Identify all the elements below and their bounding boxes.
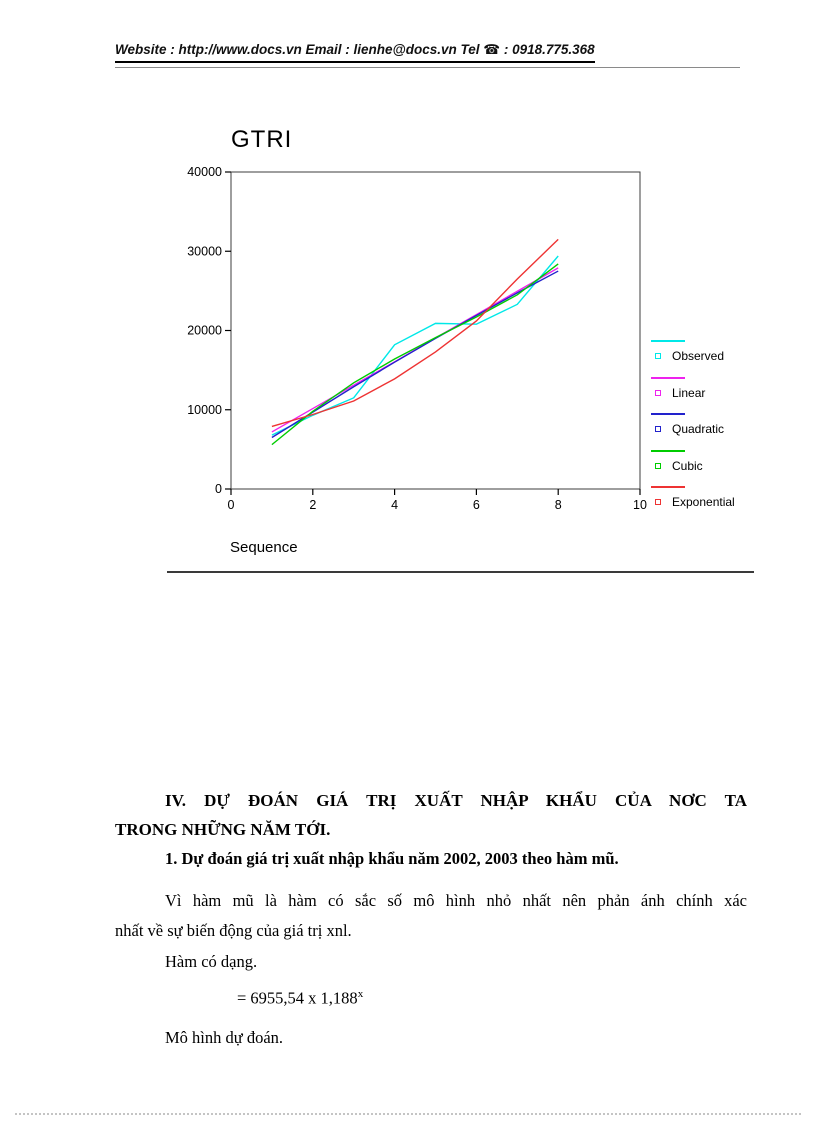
legend-label: Observed — [672, 349, 725, 363]
body-paragraph-line1: Vì hàm mũ là hàm có sắc số mô hình nhỏ n… — [165, 891, 747, 910]
chart-x-axis-label: Sequence — [230, 539, 298, 556]
x-tick-label: 0 — [228, 498, 235, 512]
legend-row: Exponential — [651, 495, 761, 509]
body-paragraph-line2: nhất về sự biến động của giá trị xnl. — [115, 921, 352, 940]
legend-entry-exponential: Exponential — [651, 486, 761, 519]
header-contact-line: Website : http://www.docs.vn Email : lie… — [115, 42, 595, 63]
horizontal-rule — [167, 571, 754, 573]
mo-hinh-line: Mô hình dự đoán. — [165, 1028, 284, 1047]
section-heading-line1: IV. DỰ ĐOÁN GIÁ TRỊ XUẤT NHẬP KHẨU CỦA N… — [165, 791, 747, 810]
y-tick-label: 0 — [215, 482, 222, 496]
chart-plot: 0 10000 20000 30000 40000 0 2 4 6 8 10 — [187, 165, 647, 512]
chart-title: GTRI — [231, 126, 293, 153]
legend-line-swatch — [651, 340, 685, 342]
page-header: Website : http://www.docs.vn Email : lie… — [115, 42, 740, 68]
x-tick-label: 2 — [309, 498, 316, 512]
chart-legend: Observed Linear Quadratic Cubic Exponential — [651, 336, 761, 519]
legend-line-swatch — [651, 449, 685, 452]
legend-row: Quadratic — [651, 422, 761, 436]
legend-line-swatch — [651, 486, 685, 488]
series-line-cubic — [271, 263, 559, 446]
legend-entry-observed: Observed — [651, 340, 761, 373]
legend-label: Cubic — [672, 458, 703, 473]
page-bottom-dotted-rule — [15, 1113, 801, 1115]
website-url: : http://www.docs.vn — [166, 42, 306, 57]
y-tick-label: 10000 — [187, 403, 222, 417]
legend-marker-icon — [655, 426, 661, 432]
legend-entry-quadratic: Quadratic — [651, 413, 761, 446]
plot-frame — [230, 171, 641, 490]
x-tick-label: 10 — [633, 498, 647, 512]
website-label: Website — [115, 42, 167, 57]
legend-label: Linear — [672, 385, 706, 400]
subsection-heading: 1. Dự đoán giá trị xuất nhập khẩu năm 20… — [165, 849, 619, 868]
series-line-exponential — [271, 238, 559, 428]
email-address: : lienhe@docs.vn — [341, 42, 461, 57]
email-label: Email — [305, 42, 342, 57]
legend-label: Exponential — [672, 495, 735, 509]
phone-icon: ☎ — [483, 42, 501, 57]
legend-label: Quadratic — [672, 422, 725, 436]
section-heading-line2: TRONG NHỮNG NĂM TỚI. — [115, 820, 331, 839]
legend-line-swatch — [651, 376, 685, 379]
tel-number: : 0918.775.368 — [500, 42, 595, 57]
legend-line-swatch — [651, 413, 685, 415]
legend-marker-icon — [655, 389, 661, 396]
legend-marker-icon — [655, 499, 661, 505]
legend-marker-icon — [655, 462, 661, 469]
legend-marker-icon — [655, 353, 661, 359]
y-tick-label: 40000 — [187, 165, 222, 179]
x-tick-label: 4 — [391, 498, 398, 512]
legend-row: Linear — [651, 386, 761, 400]
x-tick-label: 8 — [555, 498, 562, 512]
legend-entry-linear: Linear — [651, 376, 761, 410]
legend-row: Cubic — [651, 459, 761, 473]
formula-exponent: x — [357, 988, 364, 1000]
formula-line: = 6955,54 x 1,188x — [237, 988, 363, 1009]
y-tick-label: 30000 — [187, 244, 222, 258]
series-line-observed — [271, 255, 559, 436]
section-heading: IV. DỰ ĐOÁN GIÁ TRỊ XUẤT NHẬP KHẨU CỦA N… — [115, 786, 747, 844]
legend-row: Observed — [651, 349, 761, 363]
y-tick-label: 20000 — [187, 324, 222, 338]
legend-entry-cubic: Cubic — [651, 449, 761, 483]
tel-label: Tel — [460, 42, 480, 57]
x-tick-label: 6 — [473, 498, 480, 512]
body-paragraph: Vì hàm mũ là hàm có sắc số mô hình nhỏ n… — [115, 886, 747, 946]
ham-co-dang-line: Hàm có dạng. — [165, 952, 258, 971]
series-line-quadratic — [271, 270, 559, 439]
formula-base: = 6955,54 x 1,188 — [237, 988, 358, 1008]
